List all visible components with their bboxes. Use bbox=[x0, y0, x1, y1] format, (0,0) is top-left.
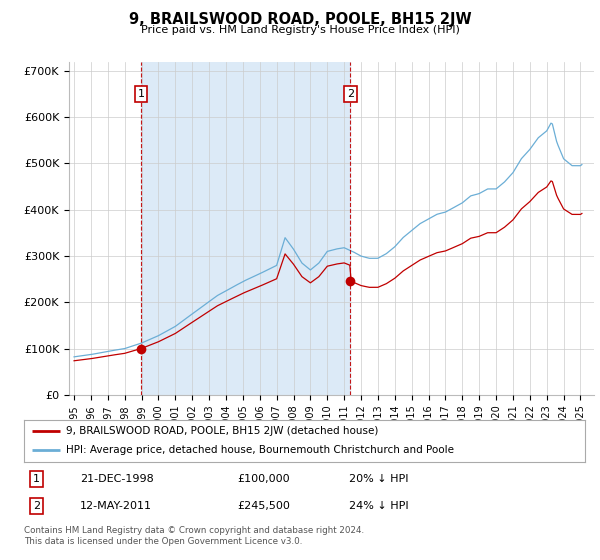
Text: 9, BRAILSWOOD ROAD, POOLE, BH15 2JW (detached house): 9, BRAILSWOOD ROAD, POOLE, BH15 2JW (det… bbox=[66, 426, 379, 436]
Text: 2: 2 bbox=[347, 89, 354, 99]
Text: 1: 1 bbox=[33, 474, 40, 484]
Text: 9, BRAILSWOOD ROAD, POOLE, BH15 2JW: 9, BRAILSWOOD ROAD, POOLE, BH15 2JW bbox=[128, 12, 472, 27]
Text: 20% ↓ HPI: 20% ↓ HPI bbox=[349, 474, 409, 484]
Text: HPI: Average price, detached house, Bournemouth Christchurch and Poole: HPI: Average price, detached house, Bour… bbox=[66, 445, 454, 455]
Text: £245,500: £245,500 bbox=[237, 501, 290, 511]
Text: Price paid vs. HM Land Registry's House Price Index (HPI): Price paid vs. HM Land Registry's House … bbox=[140, 25, 460, 35]
Text: 21-DEC-1998: 21-DEC-1998 bbox=[80, 474, 154, 484]
Text: Contains HM Land Registry data © Crown copyright and database right 2024.
This d: Contains HM Land Registry data © Crown c… bbox=[24, 526, 364, 546]
Text: £100,000: £100,000 bbox=[237, 474, 290, 484]
Bar bbox=[141, 62, 350, 395]
Text: 24% ↓ HPI: 24% ↓ HPI bbox=[349, 501, 409, 511]
Text: 2: 2 bbox=[33, 501, 40, 511]
Text: 1: 1 bbox=[137, 89, 145, 99]
Text: 12-MAY-2011: 12-MAY-2011 bbox=[80, 501, 152, 511]
